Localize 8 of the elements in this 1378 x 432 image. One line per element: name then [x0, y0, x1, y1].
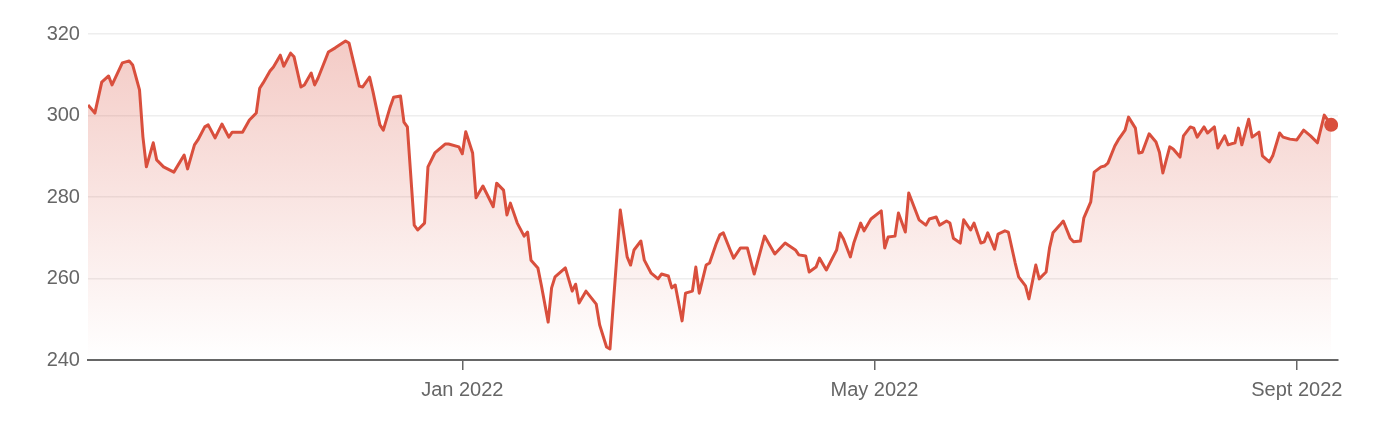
x-tick-label: Jan 2022 [421, 377, 504, 400]
x-tick-label: May 2022 [830, 377, 919, 400]
y-tick-label: 300 [46, 103, 80, 126]
y-tick-label: 320 [46, 21, 80, 44]
x-tick-label: Sept 2022 [1251, 377, 1343, 400]
y-tick-label: 260 [46, 266, 80, 289]
y-tick-label: 280 [46, 184, 80, 207]
y-tick-label: 240 [46, 347, 80, 370]
